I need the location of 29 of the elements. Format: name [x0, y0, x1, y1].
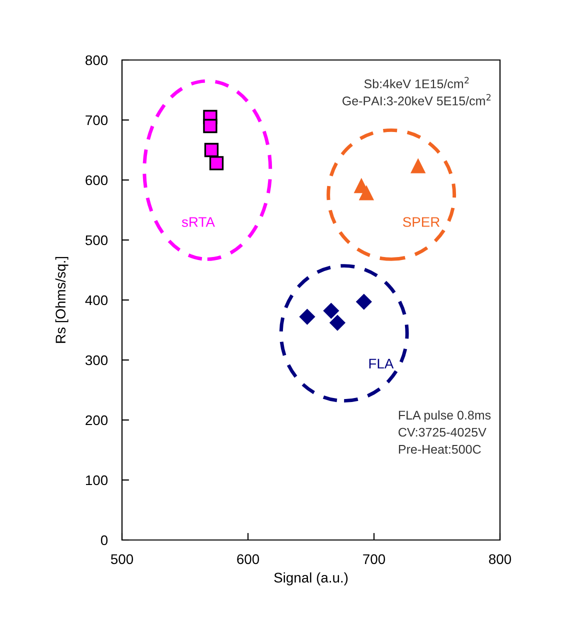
- y-tick-label: 400: [85, 295, 108, 306]
- y-tick-label: 300: [85, 355, 108, 366]
- point: [356, 294, 372, 310]
- annotation: FLA pulse 0.8ms CV:3725-4025V Pre-Heat:500C: [398, 410, 491, 454]
- y-axis-title: Rs [Ohms/sq.]: [55, 257, 68, 343]
- x-tick-label: 700: [363, 554, 386, 564]
- text: SPER: [402, 217, 440, 227]
- point: [359, 186, 374, 200]
- y-tick-label: 800: [86, 55, 108, 66]
- text: FLA: [369, 358, 394, 368]
- y-tick-label: 500: [85, 235, 108, 246]
- text: Sb:4keV 1E15/cm$^{2}$ Ge-PAI:3-20keV 5E15/cm$^{2}$: [342, 76, 491, 106]
- x-tick-label: 800: [489, 554, 512, 564]
- point: [323, 303, 339, 319]
- y-tick-label: 700: [86, 115, 108, 126]
- x-axis-title: Signal (a.u.): [274, 572, 348, 586]
- y-tick-label: 200: [86, 415, 108, 426]
- x-tick-label: 500: [110, 554, 134, 564]
- point: [300, 309, 315, 325]
- y-tick-label: 600: [86, 175, 108, 186]
- point: [330, 315, 346, 331]
- point: [411, 159, 426, 174]
- point: [204, 142, 219, 158]
- x-tick-label: 600: [237, 554, 260, 564]
- point: [203, 118, 218, 134]
- y-tick-label: 0: [100, 535, 108, 546]
- text: sRTA: [182, 217, 215, 227]
- y-tick-label: 100: [86, 475, 108, 486]
- point: [209, 156, 224, 170]
